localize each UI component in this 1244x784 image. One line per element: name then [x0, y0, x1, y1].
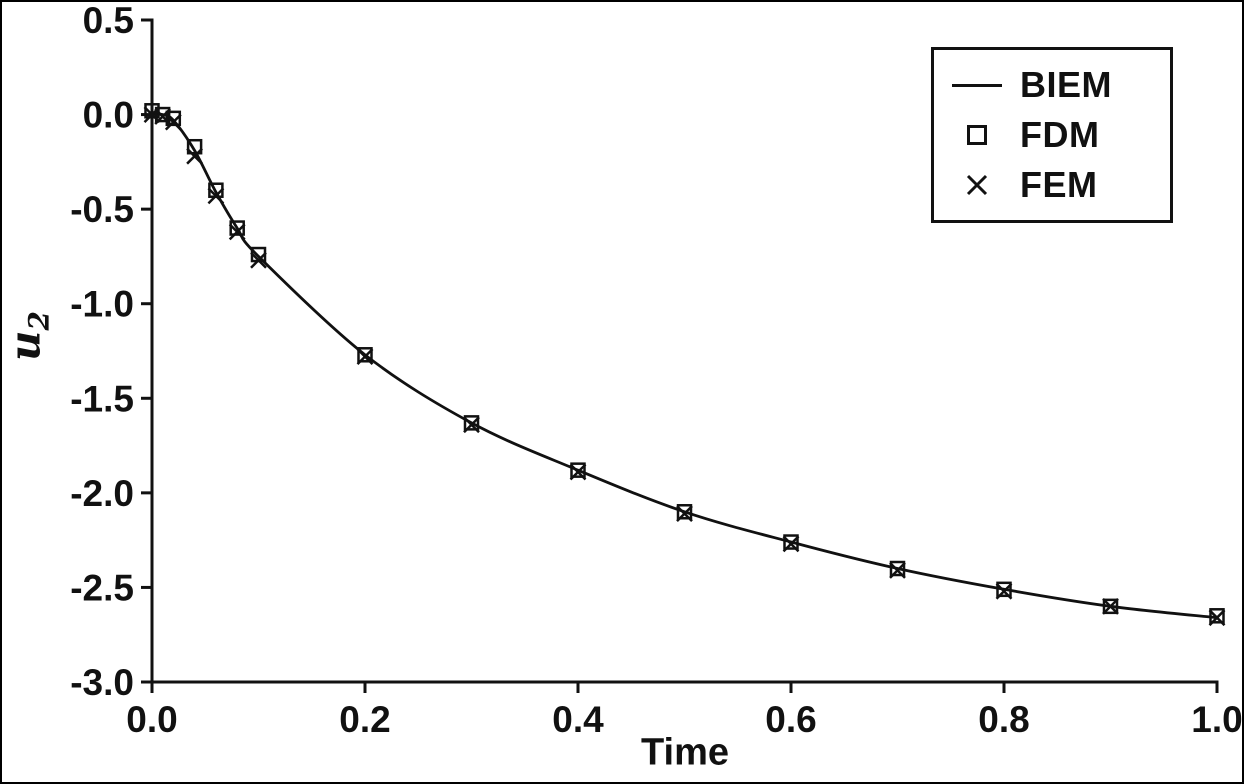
marker-x-fem [676, 505, 693, 523]
legend-label-fem: FEM [1020, 164, 1098, 205]
marker-x-fem [207, 187, 225, 205]
marker-square-fdm [154, 106, 171, 123]
y-tick-label: -0.5 [70, 189, 134, 230]
marker-square-fdm [357, 347, 373, 363]
marker-square-fdm [1209, 608, 1225, 624]
y-tick-label: -2.5 [70, 567, 134, 608]
y-axis-title-base: u [0, 330, 50, 362]
marker-x-fem [164, 113, 182, 131]
marker-square-fdm [783, 534, 799, 550]
y-tick-label: -1.5 [70, 378, 134, 419]
marker-x-fem [250, 251, 267, 269]
marker-square-fdm [229, 220, 245, 236]
legend-label-biem: BIEM [1020, 64, 1112, 105]
marker-square-fdm [165, 110, 182, 127]
biem-line-icon [934, 83, 1020, 87]
marker-x-fem [186, 147, 203, 165]
marker-square-fdm [889, 560, 906, 577]
marker-x-fem [569, 463, 587, 481]
marker-x-fem [782, 535, 800, 553]
y-tick-label: -2.0 [70, 473, 134, 514]
y-axis-title-subscript: 2 [22, 310, 56, 331]
legend-item-biem: BIEM [934, 60, 1170, 110]
y-axis-title: u2 [0, 310, 56, 362]
x-tick-label: 0.4 [552, 699, 604, 740]
x-tick-label: 0.0 [126, 699, 177, 740]
marker-x-fem [228, 223, 246, 241]
legend: BIEM FDM FEM [931, 47, 1173, 223]
marker-square-fdm [1102, 598, 1119, 615]
marker-x-fem [463, 416, 480, 434]
legend-item-fem: FEM [934, 160, 1170, 210]
fem-x-marker-icon [934, 173, 1020, 197]
fdm-square-marker-icon [934, 125, 1020, 145]
y-tick-label: 0.0 [83, 95, 134, 136]
legend-label-fdm: FDM [1020, 114, 1100, 155]
marker-x-fem [1208, 609, 1226, 627]
marker-x-fem [995, 582, 1013, 600]
legend-item-fdm: FDM [934, 110, 1170, 160]
x-tick-label: 1.0 [1191, 699, 1242, 740]
marker-square-fdm [186, 138, 203, 155]
x-tick-label: 0.2 [339, 699, 390, 740]
marker-x-fem [154, 108, 172, 125]
x-tick-label: 0.8 [978, 699, 1029, 740]
y-tick-label: 0.5 [83, 2, 134, 41]
y-tick-label: -1.0 [70, 284, 134, 325]
x-axis-title: Time [640, 731, 730, 774]
marker-x-fem [889, 562, 906, 579]
marker-square-fdm [996, 581, 1012, 598]
marker-x-fem [356, 348, 374, 366]
y-tick-label: -3.0 [70, 662, 134, 703]
marker-square-fdm [676, 504, 693, 520]
marker-square-fdm [570, 462, 586, 478]
marker-x-fem [1102, 597, 1119, 615]
marker-square-fdm [463, 415, 480, 431]
x-tick-label: 0.6 [765, 699, 816, 740]
